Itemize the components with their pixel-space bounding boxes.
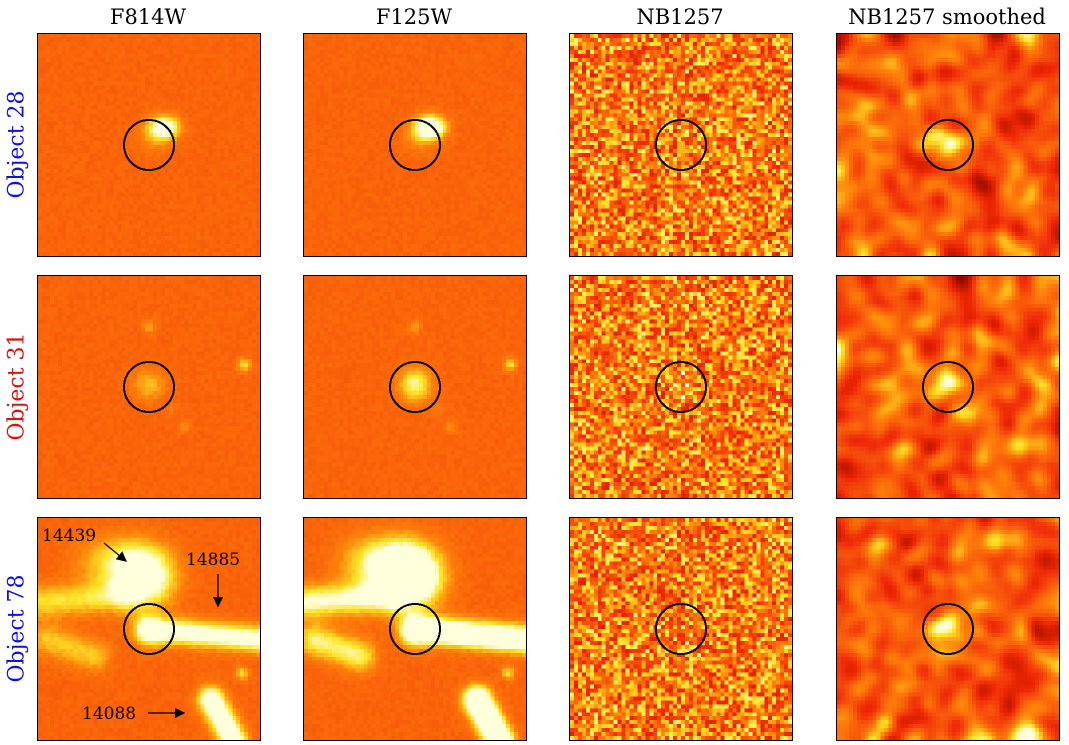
- aperture-circle: [655, 603, 707, 655]
- aperture-circle: [389, 603, 441, 655]
- aperture-circle: [922, 361, 974, 413]
- panel-object-31-f814w: [37, 275, 261, 499]
- aperture-circle: [389, 119, 441, 171]
- image-pixels: [304, 276, 526, 498]
- image-pixels: [304, 518, 526, 740]
- column-title-f814w: F814W: [36, 4, 260, 30]
- image-pixels: [570, 276, 792, 498]
- image-pixels: [837, 34, 1059, 256]
- aperture-circle: [123, 361, 175, 413]
- image-pixels: [837, 276, 1059, 498]
- panel-object-31-nb1257: [569, 275, 793, 499]
- image-pixels: [38, 518, 260, 740]
- annotation-14885: 14885: [186, 550, 240, 570]
- panel-object-28-nb1257: [569, 33, 793, 257]
- annotation-14439: 14439: [42, 526, 96, 546]
- aperture-circle: [922, 119, 974, 171]
- panel-object-31-nb1257-smoothed: [836, 275, 1060, 499]
- annotation-14088: 14088: [82, 704, 136, 724]
- image-pixels: [837, 518, 1059, 740]
- panel-object-28-f125w: [303, 33, 527, 257]
- aperture-circle: [389, 361, 441, 413]
- panel-object-28-nb1257-smoothed: [836, 33, 1060, 257]
- row-label-object-28: Object 28: [2, 32, 32, 256]
- aperture-circle: [655, 119, 707, 171]
- panel-object-78-nb1257: [569, 517, 793, 741]
- panel-object-78-nb1257-smoothed: [836, 517, 1060, 741]
- panel-object-78-f125w: [303, 517, 527, 741]
- aperture-circle: [655, 361, 707, 413]
- image-pixels: [570, 518, 792, 740]
- aperture-circle: [123, 119, 175, 171]
- row-label-object-31: Object 31: [2, 274, 32, 498]
- column-title-nb1257-smoothed: NB1257 smoothed: [835, 4, 1059, 30]
- panel-object-31-f125w: [303, 275, 527, 499]
- aperture-circle: [922, 603, 974, 655]
- image-pixels: [38, 276, 260, 498]
- column-title-nb1257: NB1257: [568, 4, 792, 30]
- aperture-circle: [123, 603, 175, 655]
- panel-object-28-f814w: [37, 33, 261, 257]
- image-pixels: [38, 34, 260, 256]
- image-pixels: [570, 34, 792, 256]
- column-title-f125w: F125W: [302, 4, 526, 30]
- row-label-object-78: Object 78: [2, 516, 32, 740]
- image-pixels: [304, 34, 526, 256]
- panel-object-78-f814w: [37, 517, 261, 741]
